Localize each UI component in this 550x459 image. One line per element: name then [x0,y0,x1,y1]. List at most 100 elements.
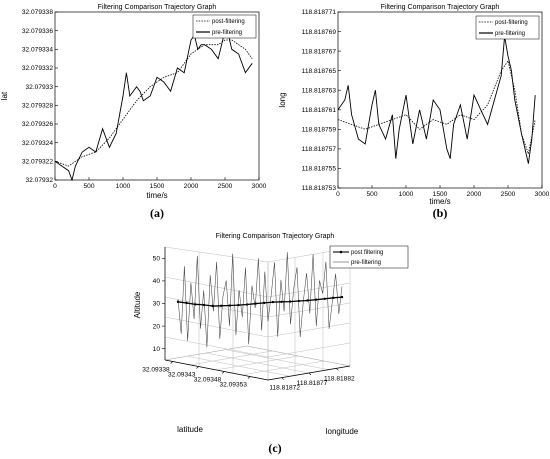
post-filtering-point-c [202,303,206,307]
x-axis-label-b: time/s [429,197,450,206]
post-filtering-point-c [211,304,214,308]
post-filtering-point-c [237,303,240,307]
z-tick-label-c: 30 [153,301,161,308]
post-filtering-point-c [245,303,249,306]
y-tick-label-0: 32.079332 [22,65,54,72]
legend-label-post-a: post-filtering [212,19,245,25]
post-filtering-point-c [314,298,318,301]
x-tick-label-1: 500 [366,191,377,198]
post-filtering-point-c [289,300,292,303]
post-filtering-point-c [185,301,188,305]
legend-marker-post-c [339,250,343,254]
y-tick-label-0: 32.079322 [22,159,54,166]
y-tick-label-0: 32.079328 [22,103,54,110]
x-tick-label-0: 2000 [184,183,199,190]
panel-b: Filtering Comparison Trajectory Graph ti… [278,4,550,220]
post-filtering-point-c [280,300,283,303]
legend-a: post-filtering pre-filtering [192,14,257,39]
legend-b: post-filtering pre-filtering [475,15,540,40]
y-tick-label-1: 118.818763 [302,87,337,94]
longitude-tick-mark-c [308,372,312,376]
x-axis-label-a: time/s [146,191,167,200]
post-filtering-point-c [340,295,344,299]
axes-box-c [164,246,351,381]
y-tick-label-0: 32.079334 [22,47,54,54]
y-tick-label-1: 118.818757 [302,146,337,153]
series-b [337,36,536,164]
x-tick-label-0: 1500 [150,183,165,190]
panel-caption-c: (c) [268,441,281,455]
series-pre-filtering-line-1 [337,36,536,164]
y-tick-label-1: 118.818755 [302,166,337,173]
latitude-tick-mark-c [247,376,251,379]
y-tick-label-1: 118.818767 [302,48,337,55]
x-tick-label-0: 3000 [252,183,267,190]
series-c [176,252,344,348]
post-filtering-point-c [254,302,257,305]
y-tick-label-1: 118.818765 [302,68,337,75]
ticks-c: 10 20 30 40 50 32.0933832.0934332.0934832.093… [142,256,355,392]
latitude-tick-label-c: 32.09338 [142,367,170,374]
x-tick-label-0: 0 [53,183,57,190]
z-tick-label-c: 20 [153,323,161,330]
y-tick-label-0: 32.079326 [22,121,54,128]
x-tick-label-0: 2500 [218,183,233,190]
longitude-tick-label-c: 118.81877 [297,380,328,387]
x-tick-label-1: 1000 [399,191,414,198]
y-tick-label-0: 32.079324 [22,140,54,147]
post-filtering-point-c [263,301,266,305]
y-axis-label-b: long [278,92,287,107]
longitude-axis-label-c: longitude [326,427,359,436]
chart-title-c: Filtering Comparison Trajectory Graph [216,233,335,240]
chart-title-b: Filtering Comparison Trajectory Graph [381,4,500,11]
series-pre-filtering-line-c [177,252,343,348]
panel-c: Filtering Comparison Trajectory Graph [133,233,409,455]
post-filtering-point-c [219,304,223,307]
post-filtering-point-c [271,300,275,304]
y-tick-label-1: 118.818769 [302,29,337,36]
legend-label-pre-a: pre-filtering [212,30,242,36]
x-tick-label-0: 500 [83,183,94,190]
y-tick-label-0: 32.079338 [22,9,54,16]
legend-label-post-c: post filtering [351,250,383,256]
post-filtering-point-c [323,297,326,300]
post-filtering-point-c [176,300,180,303]
latitude-tick-label-c: 32.09353 [219,382,247,389]
post-filtering-point-c [297,299,301,303]
ticks-b: 0 500 1000 1500 2000 2500 3000 118.818753 118.81… [302,9,550,198]
z-axis-label-c: Altitude [133,291,142,318]
y-tick-label-1: 118.818761 [302,107,337,114]
series-post-filtering-line-c [177,296,343,307]
post-filtering-point-c [306,299,309,302]
longitude-tick-label-c: 118.81872 [269,385,300,392]
x-tick-label-1: 0 [336,191,340,198]
legend-c: post filtering pre-filtering [329,245,409,269]
latitude-axis-line [164,359,269,381]
post-filtering-point-c [228,304,231,307]
x-tick-label-1: 2000 [467,191,482,198]
legend-label-pre-b: pre-filtering [495,31,525,37]
y-tick-label-0: 32.079336 [22,28,54,35]
latitude-tick-mark-c [222,371,225,374]
panel-caption-a: (a) [150,206,164,220]
latitude-tick-label-c: 32.09348 [194,377,222,384]
latitude-tick-label-c: 32.09343 [168,372,196,379]
x-tick-label-1: 2500 [501,191,516,198]
latitude-tick-mark-c [170,361,173,364]
longitude-tick-mark-c [336,368,339,371]
z-tick-label-c: 10 [153,346,161,353]
latitude-axis-label-c: latitude [177,425,203,434]
panel-a: Filtering Comparison Trajectory Graph ti… [0,4,267,220]
y-tick-label-0: 32.07933 [25,84,53,91]
y-tick-label-0: 32.07932 [25,177,53,184]
series-post-filtering-line-0 [54,39,253,167]
y-axis-label-a: lat [0,91,9,100]
series-pre-filtering-line-0 [54,29,253,182]
x-tick-label-1: 3000 [535,191,550,198]
legend-box-c [329,245,409,269]
longitude-tick-mark-c [281,377,284,380]
y-tick-label-1: 118.818759 [302,127,337,134]
legend-label-post-b: post-filtering [495,20,528,26]
z-tick-label-c: 50 [153,256,161,263]
